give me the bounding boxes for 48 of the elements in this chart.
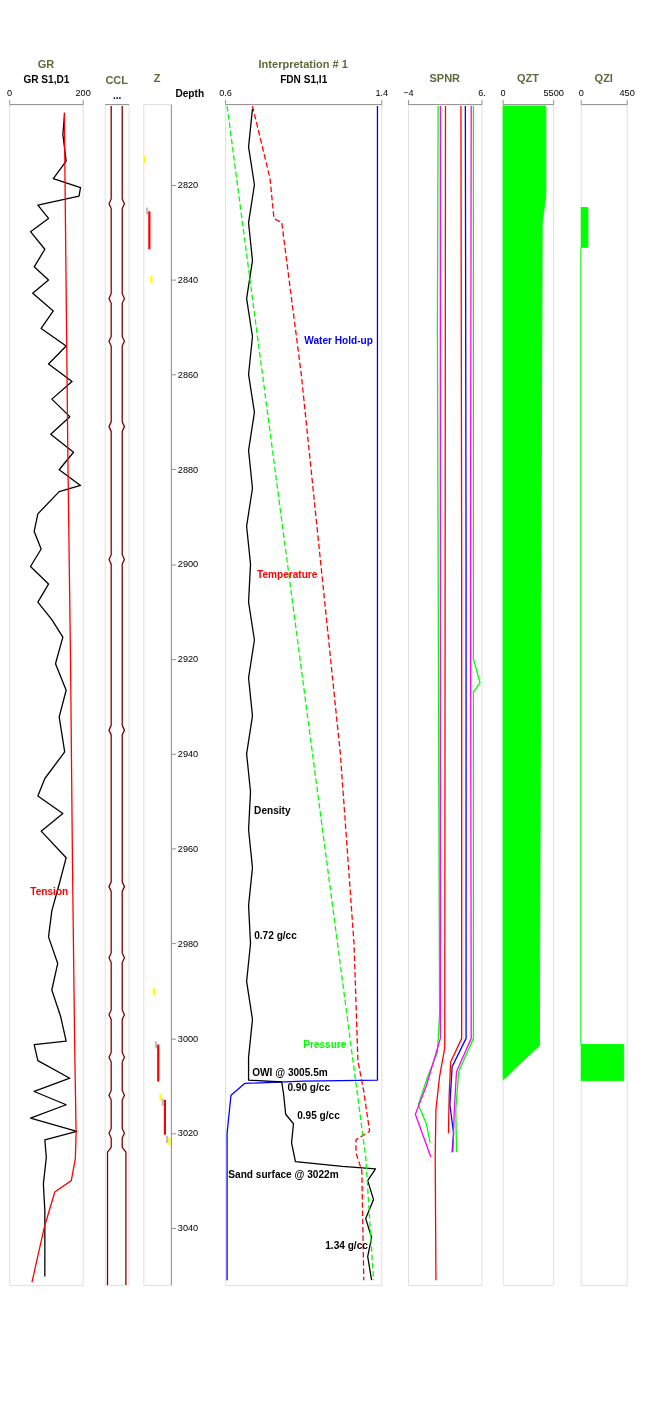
x-axis-title: ... (112, 90, 122, 102)
y-tick-label: 2840 (177, 274, 199, 285)
x-tick-label: 0 (7, 88, 13, 99)
x-tick-label: 5500 (543, 88, 564, 99)
y-tick-label: 2940 (177, 749, 199, 760)
x-tick-label: 0 (500, 88, 506, 99)
chart-title: GR (37, 58, 55, 71)
chart-title: QZI (594, 72, 613, 85)
series-label: Temperature (257, 569, 318, 581)
chart-title: Interpretation # 1 (258, 58, 348, 71)
y-tick-label: 2880 (177, 464, 199, 475)
x-tick-label: 6. (478, 88, 486, 99)
x-tick-label: 450 (619, 88, 635, 99)
annotation: 0.72 g/cc (254, 929, 298, 941)
y-tick-label: 3040 (177, 1223, 199, 1234)
y-tick-label: 2960 (177, 843, 199, 854)
x-tick-label: 200 (75, 88, 91, 99)
annotation: 0.90 g/cc (287, 1081, 331, 1093)
y-tick-label: 3020 (177, 1128, 199, 1139)
chart-title: QZT (516, 72, 540, 85)
annotation: OWI @ 3005.5m (252, 1066, 328, 1078)
bar (163, 1100, 167, 1135)
y-tick-label: 2900 (177, 559, 199, 570)
annotation: 1.34 g/cc (325, 1240, 369, 1252)
x-axis-title: GR S1,D1 (23, 74, 70, 86)
x-tick-label: 0.6 (219, 88, 232, 99)
x-axis-title: FDN S1,I1 (280, 74, 328, 86)
y-tick-label: 2980 (177, 938, 199, 949)
y-tick-label: 2860 (177, 369, 199, 380)
chart-title: Z (153, 72, 161, 85)
chart-title: SPNR (429, 72, 461, 85)
bar (159, 1093, 162, 1101)
x-tick-label: 1.4 (375, 88, 389, 99)
bar (157, 1044, 160, 1082)
x-tick-label: 0 (578, 88, 584, 99)
y-axis-title: Depth (175, 88, 205, 100)
bar (150, 275, 153, 283)
y-tick-label: 2920 (177, 654, 199, 665)
annotation: Sand surface @ 3022m (228, 1169, 339, 1181)
bar (148, 211, 151, 250)
series-label: Density (254, 805, 291, 817)
y-tick-label: 2820 (177, 179, 199, 190)
annotation: 0.95 g/cc (297, 1110, 341, 1122)
x-tick-label: −4 (403, 88, 414, 99)
series-label: Pressure (303, 1039, 347, 1051)
y-tick-label: 3000 (177, 1033, 199, 1044)
chart-title: CCL (105, 73, 129, 86)
series-label: Water Hold-up (304, 334, 373, 346)
